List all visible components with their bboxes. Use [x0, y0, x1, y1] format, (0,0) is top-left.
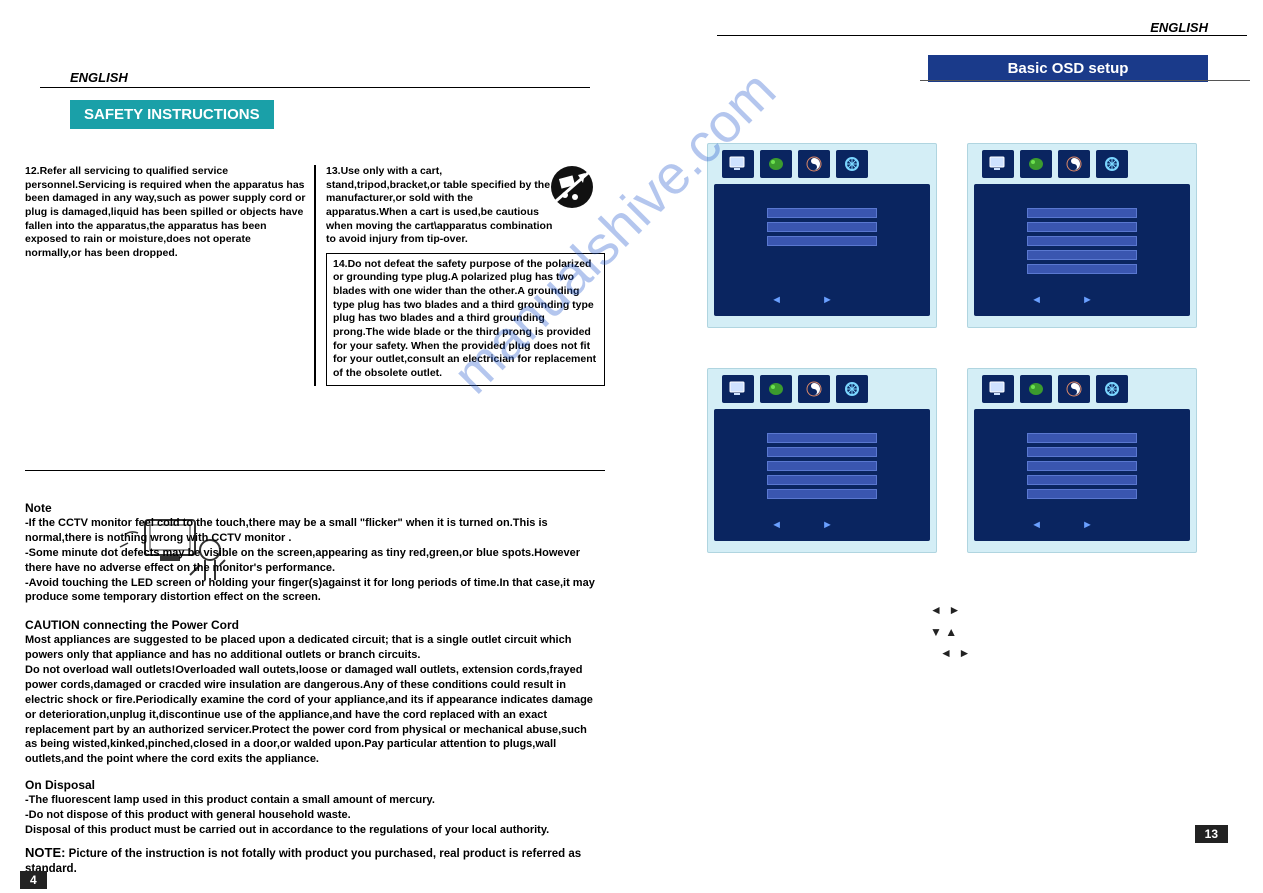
osd-tab-icon	[760, 150, 792, 178]
page-left: ENGLISH SAFETY INSTRUCTIONS 12.Refer all…	[0, 0, 630, 893]
osd-tabs	[982, 375, 1190, 403]
osd-row	[1027, 447, 1137, 457]
lang-header-left: ENGLISH	[40, 70, 590, 88]
osd-tabs	[722, 150, 930, 178]
osd-panel: ◄►	[707, 368, 937, 553]
caution-title: CAUTION connecting the Power Cord	[25, 617, 600, 633]
osd-grid: ◄► ◄► ◄► ◄►	[707, 143, 1197, 553]
osd-row	[1027, 475, 1137, 485]
osd-row	[767, 236, 877, 246]
osd-tab-icon	[982, 375, 1014, 403]
osd-arrows: ◄►	[974, 519, 1190, 531]
osd-tabs	[982, 150, 1190, 178]
col-left: 12.Refer all servicing to qualified serv…	[25, 165, 315, 386]
osd-row	[1027, 250, 1137, 260]
osd-row	[767, 447, 877, 457]
osd-row	[767, 208, 877, 218]
lang-header-right: ENGLISH	[1150, 20, 1208, 35]
osd-row	[767, 489, 877, 499]
rule-banner-right	[920, 80, 1250, 81]
osd-arrows: ◄►	[714, 294, 930, 306]
nav-hints: ◄ ► ▼ ▲ ◄ ►	[930, 600, 970, 665]
safety-columns: 12.Refer all servicing to qualified serv…	[25, 165, 605, 386]
osd-tab-icon	[1058, 150, 1090, 178]
osd-body: ◄►	[974, 184, 1190, 316]
page-right: ENGLISH Basic OSD setup ◄► ◄► ◄► ◄► ◄ ► ▼ ▲…	[630, 0, 1263, 893]
cart-tipover-icon	[550, 165, 595, 210]
osd-tab-icon	[1096, 150, 1128, 178]
osd-tab-icon	[1058, 375, 1090, 403]
safety-banner: SAFETY INSTRUCTIONS	[70, 100, 274, 129]
osd-tab-icon	[982, 150, 1014, 178]
col-right: 13.Use only with a cart, stand,tripod,br…	[315, 165, 605, 386]
osd-tab-icon	[798, 150, 830, 178]
note-2: -Some minute dot defects may be visible …	[25, 546, 600, 576]
osd-row	[1027, 264, 1137, 274]
osd-row	[767, 222, 877, 232]
osd-tab-icon	[1096, 375, 1128, 403]
lang-text: ENGLISH	[70, 70, 128, 85]
osd-panel: ◄►	[967, 368, 1197, 553]
osd-row	[1027, 461, 1137, 471]
notes-block: Note -If the CCTV monitor feel cold to t…	[25, 490, 600, 878]
osd-row	[1027, 222, 1137, 232]
osd-row	[1027, 433, 1137, 443]
osd-body: ◄►	[714, 184, 930, 316]
caution-text: Most appliances are suggested to be plac…	[25, 633, 600, 767]
osd-panel: ◄►	[967, 143, 1197, 328]
osd-row	[767, 433, 877, 443]
osd-tab-icon	[1020, 375, 1052, 403]
note-title: Note	[25, 500, 600, 516]
osd-row	[767, 461, 877, 471]
note-1: -If the CCTV monitor feel cold to the to…	[25, 516, 600, 546]
osd-row	[1027, 236, 1137, 246]
osd-row	[1027, 208, 1137, 218]
disposal-title: On Disposal	[25, 777, 600, 793]
note-3: -Avoid touching the LED screen or holdin…	[25, 576, 600, 606]
separator	[25, 470, 605, 471]
note-final-text: Picture of the instruction is not fotall…	[25, 848, 581, 876]
osd-arrows: ◄►	[974, 294, 1190, 306]
osd-tab-icon	[836, 150, 868, 178]
osd-body: ◄►	[714, 409, 930, 541]
item-12: 12.Refer all servicing to qualified serv…	[25, 165, 308, 260]
page-number-right: 13	[1195, 825, 1228, 843]
osd-row	[767, 475, 877, 485]
page-number-left: 4	[20, 871, 47, 889]
item-14: 14.Do not defeat the safety purpose of t…	[326, 253, 605, 386]
osd-tabs	[722, 375, 930, 403]
osd-row	[1027, 489, 1137, 499]
rule-top-right	[717, 35, 1247, 36]
disposal-2: -Do not dispose of this product with gen…	[25, 808, 600, 823]
osd-tab-icon	[836, 375, 868, 403]
osd-arrows: ◄►	[714, 519, 930, 531]
osd-tab-icon	[722, 375, 754, 403]
osd-banner: Basic OSD setup	[928, 55, 1208, 82]
osd-panel: ◄►	[707, 143, 937, 328]
osd-tab-icon	[1020, 150, 1052, 178]
osd-tab-icon	[798, 375, 830, 403]
note-final-label: NOTE:	[25, 845, 65, 860]
disposal-3: Disposal of this product must be carried…	[25, 823, 600, 838]
osd-tab-icon	[722, 150, 754, 178]
osd-tab-icon	[760, 375, 792, 403]
disposal-1: -The fluorescent lamp used in this produ…	[25, 793, 600, 808]
note-final: NOTE: Picture of the instruction is not …	[25, 844, 600, 878]
osd-body: ◄►	[974, 409, 1190, 541]
